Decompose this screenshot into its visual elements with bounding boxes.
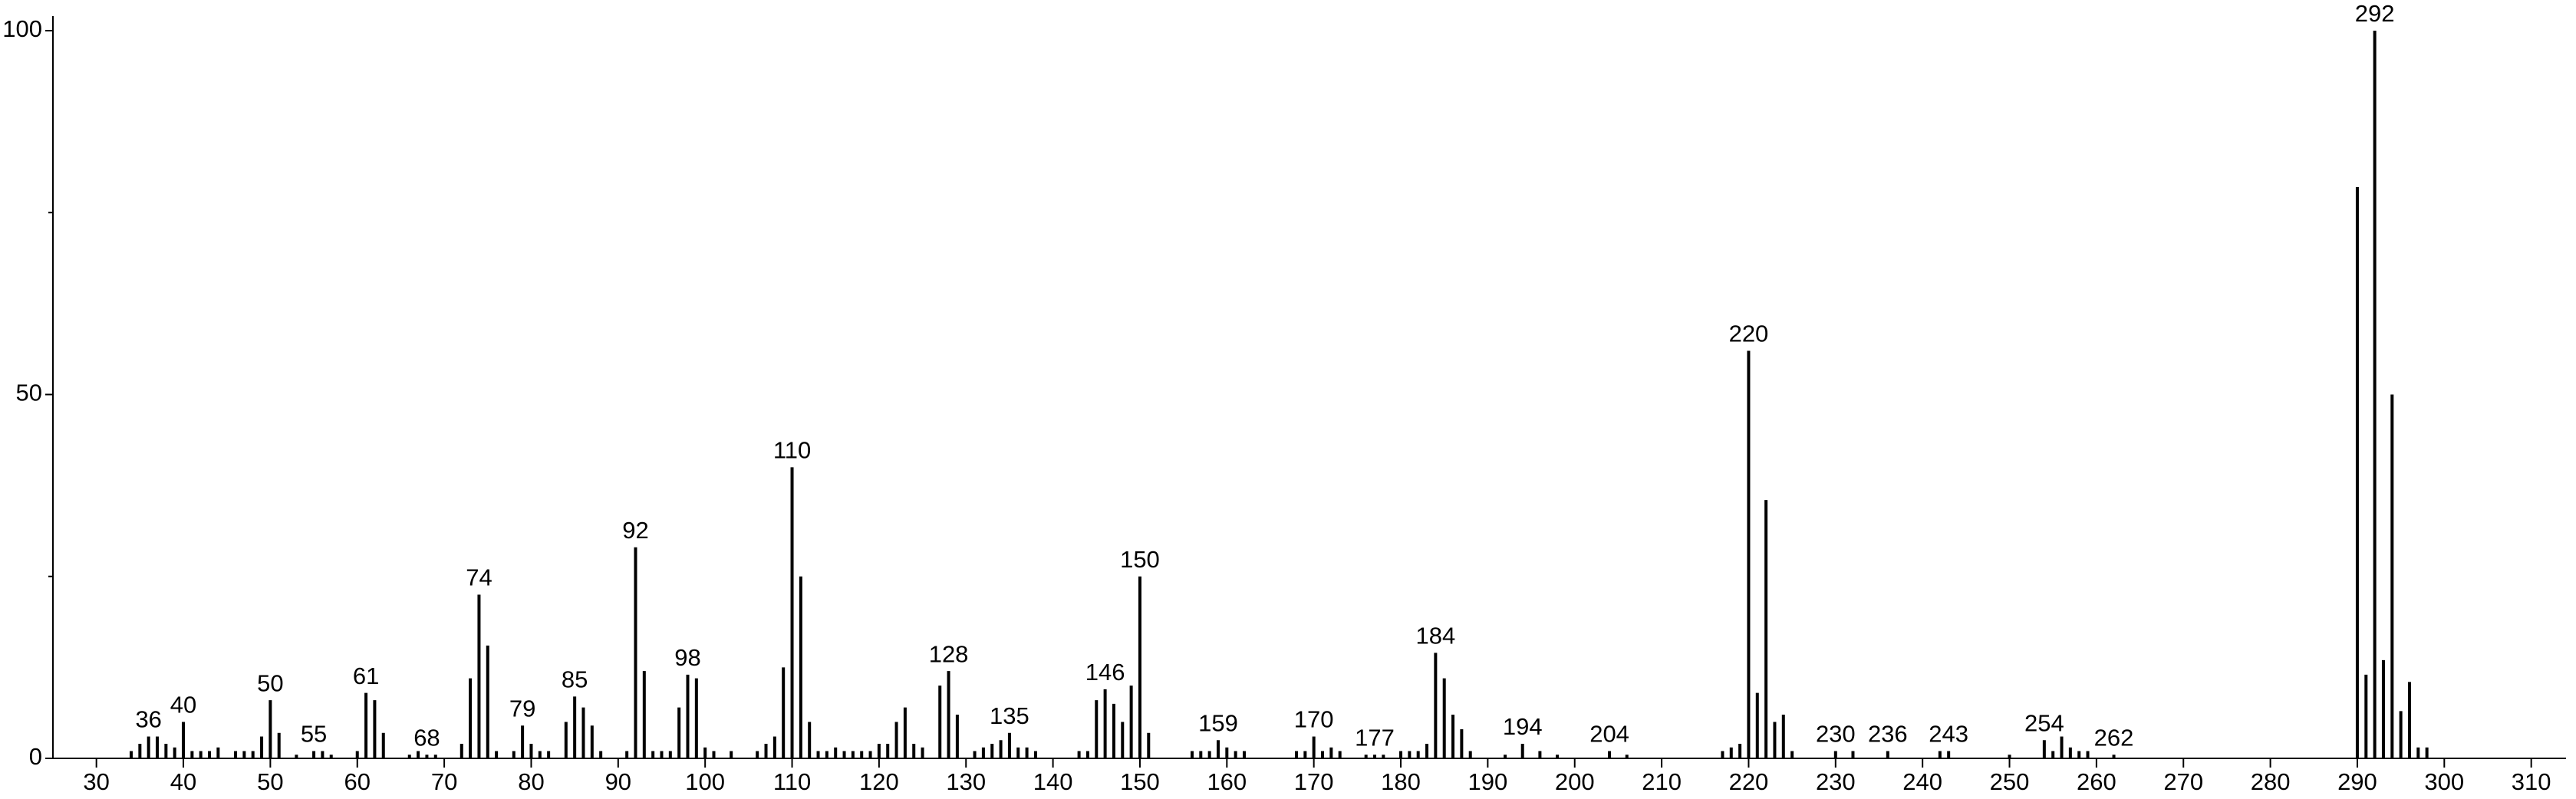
x-tick-label: 190 [1468,768,1508,795]
peak-label: 74 [466,564,492,591]
x-tick-label: 310 [2512,768,2551,795]
x-tick-label: 60 [344,768,371,795]
x-tick-label: 150 [1120,768,1160,795]
peak-label: 292 [2355,0,2395,27]
peak-label: 236 [1868,721,1908,748]
peak-label: 68 [413,724,440,751]
peak-label: 110 [773,437,811,464]
x-tick-label: 70 [431,768,457,795]
peak-label: 184 [1415,623,1455,649]
x-tick-label: 210 [1642,768,1682,795]
peak-label: 146 [1085,659,1125,686]
y-tick-label: 0 [29,743,42,770]
peak-label: 92 [622,517,648,544]
peak-label: 204 [1589,721,1629,748]
peak-label: 98 [674,644,700,671]
x-tick-label: 100 [685,768,725,795]
peak-label: 135 [990,702,1029,729]
x-tick-label: 180 [1381,768,1421,795]
x-tick-label: 170 [1294,768,1334,795]
x-tick-label: 200 [1555,768,1595,795]
peak-label: 243 [1929,721,1968,748]
peak-label: 220 [1729,321,1769,347]
peak-label: 61 [353,663,379,689]
peak-label: 254 [2024,709,2064,736]
peak-label: 262 [2094,724,2134,751]
x-tick-label: 290 [2337,768,2377,795]
peak-label: 36 [135,706,161,733]
y-tick-label: 50 [16,380,42,406]
peak-label: 85 [562,666,588,693]
peak-label: 194 [1503,713,1543,740]
x-tick-label: 140 [1033,768,1073,795]
x-tick-label: 30 [83,768,109,795]
x-tick-label: 90 [605,768,631,795]
x-tick-label: 80 [518,768,544,795]
peak-label: 170 [1294,706,1334,733]
x-tick-label: 250 [1990,768,2030,795]
peak-label: 159 [1198,709,1238,736]
peak-label: 79 [509,695,535,722]
x-tick-label: 300 [2424,768,2464,795]
x-tick-label: 40 [170,768,196,795]
x-tick-label: 130 [946,768,986,795]
peak-label: 50 [257,669,283,696]
peak-label: 150 [1120,546,1160,573]
peak-label: 177 [1355,724,1395,751]
x-tick-label: 220 [1729,768,1769,795]
x-tick-label: 230 [1816,768,1856,795]
x-tick-label: 120 [859,768,899,795]
x-tick-label: 160 [1207,768,1247,795]
x-tick-label: 260 [2077,768,2116,795]
y-tick-label: 100 [2,15,42,42]
x-tick-label: 270 [2163,768,2203,795]
x-tick-label: 50 [257,768,283,795]
x-tick-label: 110 [773,768,811,795]
peak-label: 128 [929,640,969,667]
x-tick-label: 280 [2251,768,2291,795]
x-tick-label: 240 [1902,768,1942,795]
peak-label: 40 [170,692,196,718]
peak-label: 230 [1816,721,1856,748]
peak-label: 55 [301,721,327,748]
